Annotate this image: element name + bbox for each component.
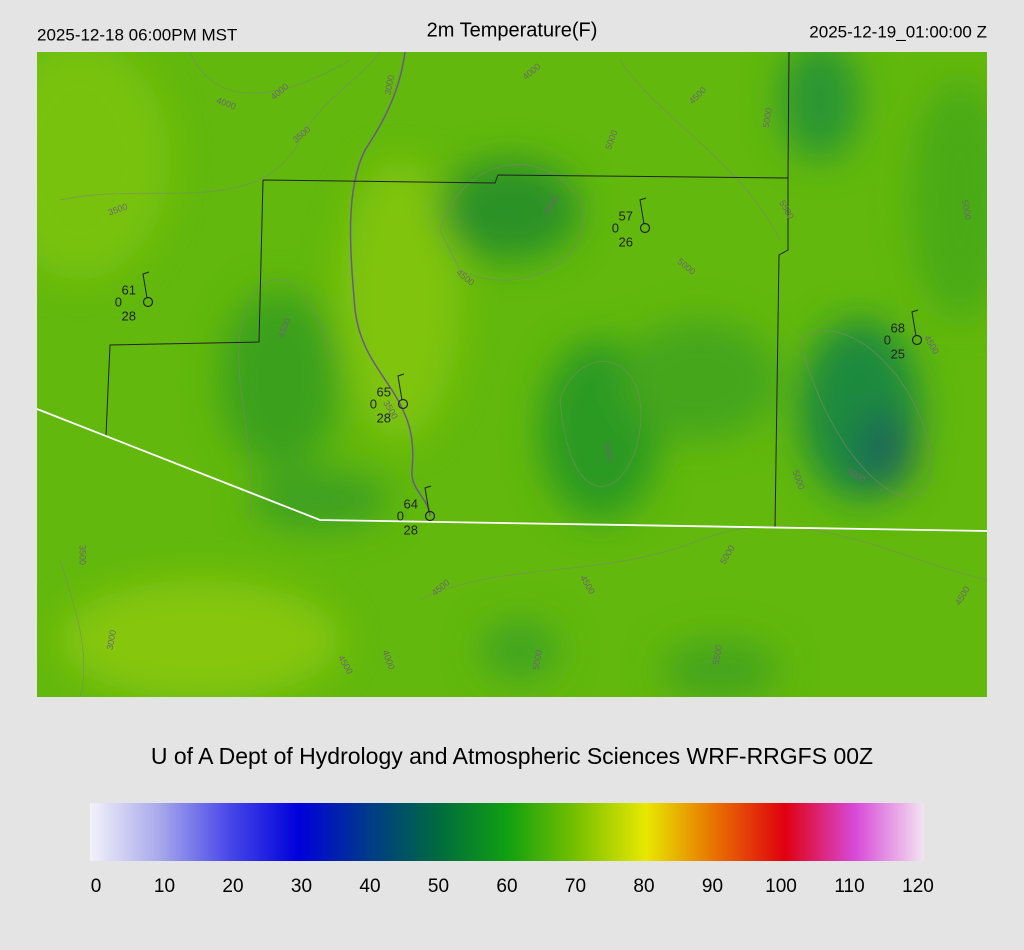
dewpoint: 28 (404, 522, 418, 537)
station-circle (639, 222, 651, 234)
contour-label: 5000 (531, 649, 544, 670)
contour-label: 5000 (960, 199, 973, 220)
state-boundary (37, 408, 987, 532)
colorbar-tick-label: 50 (428, 876, 449, 897)
station-value: 0 (612, 220, 619, 235)
valid-time-local: 2025-12-18 06:00PM MST (37, 25, 237, 44)
wind-barb (639, 197, 647, 225)
colorbar-tick-label: 110 (834, 876, 864, 897)
colorbar (90, 803, 924, 861)
station-circle (142, 296, 154, 308)
colorbar-tick-label: 40 (359, 876, 380, 897)
contour-label: 3000 (105, 629, 118, 650)
colorbar-tick-label: 100 (765, 876, 797, 897)
station-value: 0 (884, 332, 891, 347)
colorbar-tick-label: 70 (565, 876, 586, 897)
footer-title: U of A Dept of Hydrology and Atmospheric… (151, 743, 873, 769)
temperature-field (37, 52, 987, 697)
map-title: 2m Temperature(F) (427, 19, 598, 41)
colorbar-tick-label: 0 (91, 876, 102, 897)
station-value: 0 (370, 396, 377, 411)
colorbar-ticks: 0 10 20 30 40 50 60 70 80 90 100 110 120 (91, 876, 934, 897)
station-circle (424, 510, 436, 522)
colorbar-tick-label: 80 (633, 876, 654, 897)
temperature: 68 (891, 320, 905, 335)
colorbar-tick-label: 20 (222, 876, 243, 897)
wind-barb (911, 309, 919, 337)
contour-label: 5000 (602, 441, 615, 462)
colorbar-tick-label: 90 (702, 876, 723, 897)
colorbar-tick-label: 120 (902, 876, 934, 897)
dewpoint: 25 (891, 346, 905, 361)
county-boundaries (105, 52, 790, 529)
contour-label: 5500 (711, 644, 724, 665)
temperature: 64 (404, 496, 418, 511)
temperature: 61 (122, 282, 136, 297)
contour-label: 5000 (761, 107, 774, 128)
colorbar-tick-label: 30 (291, 876, 312, 897)
valid-time-utc: 2025-12-19_01:00:00 Z (809, 22, 987, 41)
station-circle (397, 398, 409, 410)
temperature: 65 (377, 384, 391, 399)
river (349, 52, 431, 517)
station-circle (911, 334, 923, 346)
contour-lines (59, 52, 987, 697)
contour-label: 3000 (383, 74, 396, 95)
dewpoint: 28 (377, 410, 391, 425)
contour-label: 3500 (78, 545, 88, 565)
temperature: 57 (619, 208, 633, 223)
colorbar-tick-label: 10 (154, 876, 175, 897)
wind-barb (397, 373, 405, 401)
colorbar-tick-label: 60 (496, 876, 517, 897)
dewpoint: 28 (122, 308, 136, 323)
dewpoint: 26 (619, 234, 633, 249)
wind-barb (424, 485, 432, 513)
station-value: 0 (115, 294, 122, 309)
station-value: 0 (397, 508, 404, 523)
wind-barb (142, 271, 150, 299)
